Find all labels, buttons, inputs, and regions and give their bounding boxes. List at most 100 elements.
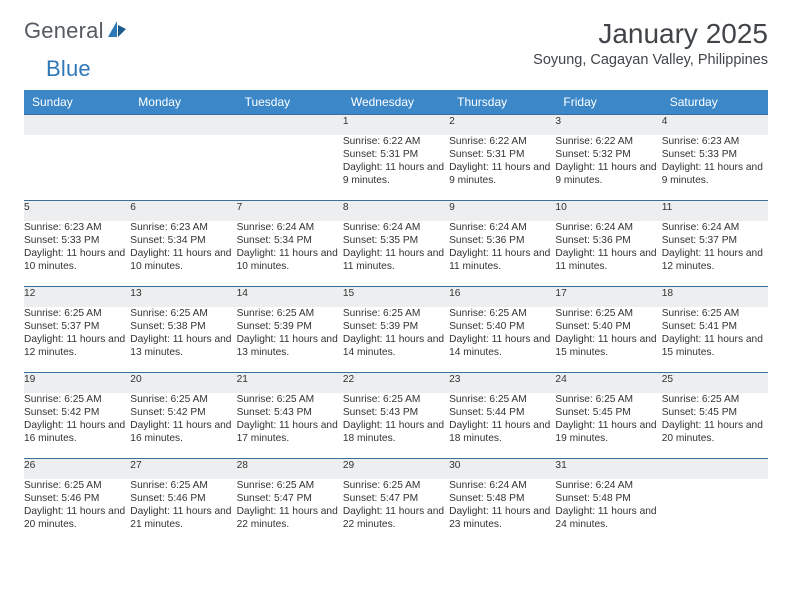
day-number: 17 bbox=[555, 288, 566, 299]
calendar-week-daynum-row: 262728293031 bbox=[24, 459, 768, 479]
day-details-cell: Sunrise: 6:25 AMSunset: 5:42 PMDaylight:… bbox=[24, 393, 130, 459]
daylight-text: Daylight: 11 hours and 18 minutes. bbox=[343, 419, 449, 445]
sunset-text: Sunset: 5:34 PM bbox=[237, 234, 343, 247]
day-number-cell bbox=[237, 115, 343, 135]
day-number-cell: 19 bbox=[24, 373, 130, 393]
sunrise-text: Sunrise: 6:22 AM bbox=[555, 135, 661, 148]
month-title: January 2025 bbox=[533, 18, 768, 50]
daylight-text: Daylight: 11 hours and 17 minutes. bbox=[237, 419, 343, 445]
day-number: 8 bbox=[343, 202, 349, 213]
sunset-text: Sunset: 5:32 PM bbox=[555, 148, 661, 161]
day-number-cell bbox=[24, 115, 130, 135]
day-details-cell: Sunrise: 6:22 AMSunset: 5:32 PMDaylight:… bbox=[555, 135, 661, 201]
sunset-text: Sunset: 5:37 PM bbox=[662, 234, 768, 247]
weekday-header: Friday bbox=[555, 90, 661, 115]
brand-name-1: General bbox=[24, 18, 104, 44]
daylight-text: Daylight: 11 hours and 14 minutes. bbox=[343, 333, 449, 359]
sunrise-text: Sunrise: 6:22 AM bbox=[449, 135, 555, 148]
calendar-week-daynum-row: 567891011 bbox=[24, 201, 768, 221]
weekday-header: Saturday bbox=[662, 90, 768, 115]
weekday-header: Thursday bbox=[449, 90, 555, 115]
day-details-cell: Sunrise: 6:25 AMSunset: 5:47 PMDaylight:… bbox=[343, 479, 449, 545]
weekday-header: Monday bbox=[130, 90, 236, 115]
daylight-text: Daylight: 11 hours and 21 minutes. bbox=[130, 505, 236, 531]
sunset-text: Sunset: 5:34 PM bbox=[130, 234, 236, 247]
sunset-text: Sunset: 5:36 PM bbox=[555, 234, 661, 247]
day-number-cell: 25 bbox=[662, 373, 768, 393]
day-number-cell: 10 bbox=[555, 201, 661, 221]
sunrise-text: Sunrise: 6:25 AM bbox=[555, 307, 661, 320]
daylight-text: Daylight: 11 hours and 22 minutes. bbox=[237, 505, 343, 531]
calendar-weekday-header: SundayMondayTuesdayWednesdayThursdayFrid… bbox=[24, 90, 768, 115]
day-number-cell: 15 bbox=[343, 287, 449, 307]
day-number: 20 bbox=[130, 374, 141, 385]
sunset-text: Sunset: 5:43 PM bbox=[237, 406, 343, 419]
sunset-text: Sunset: 5:48 PM bbox=[555, 492, 661, 505]
sunset-text: Sunset: 5:36 PM bbox=[449, 234, 555, 247]
day-details-cell: Sunrise: 6:24 AMSunset: 5:37 PMDaylight:… bbox=[662, 221, 768, 287]
day-details-cell: Sunrise: 6:24 AMSunset: 5:48 PMDaylight:… bbox=[449, 479, 555, 545]
sunrise-text: Sunrise: 6:25 AM bbox=[662, 307, 768, 320]
calendar-week-details-row: Sunrise: 6:23 AMSunset: 5:33 PMDaylight:… bbox=[24, 221, 768, 287]
day-number-cell: 22 bbox=[343, 373, 449, 393]
day-details-cell: Sunrise: 6:25 AMSunset: 5:45 PMDaylight:… bbox=[555, 393, 661, 459]
day-details-cell: Sunrise: 6:24 AMSunset: 5:35 PMDaylight:… bbox=[343, 221, 449, 287]
day-details-cell: Sunrise: 6:25 AMSunset: 5:41 PMDaylight:… bbox=[662, 307, 768, 373]
daylight-text: Daylight: 11 hours and 10 minutes. bbox=[130, 247, 236, 273]
sunset-text: Sunset: 5:38 PM bbox=[130, 320, 236, 333]
daylight-text: Daylight: 11 hours and 9 minutes. bbox=[449, 161, 555, 187]
sunset-text: Sunset: 5:47 PM bbox=[237, 492, 343, 505]
sunrise-text: Sunrise: 6:24 AM bbox=[555, 221, 661, 234]
day-number-cell: 12 bbox=[24, 287, 130, 307]
daylight-text: Daylight: 11 hours and 11 minutes. bbox=[449, 247, 555, 273]
day-number-cell bbox=[662, 459, 768, 479]
sunset-text: Sunset: 5:41 PM bbox=[662, 320, 768, 333]
daylight-text: Daylight: 11 hours and 23 minutes. bbox=[449, 505, 555, 531]
day-number-cell: 30 bbox=[449, 459, 555, 479]
daylight-text: Daylight: 11 hours and 10 minutes. bbox=[237, 247, 343, 273]
daylight-text: Daylight: 11 hours and 11 minutes. bbox=[555, 247, 661, 273]
day-details-cell: Sunrise: 6:23 AMSunset: 5:33 PMDaylight:… bbox=[24, 221, 130, 287]
daylight-text: Daylight: 11 hours and 16 minutes. bbox=[24, 419, 130, 445]
sunrise-text: Sunrise: 6:25 AM bbox=[130, 479, 236, 492]
day-number-cell: 14 bbox=[237, 287, 343, 307]
day-details-cell: Sunrise: 6:24 AMSunset: 5:48 PMDaylight:… bbox=[555, 479, 661, 545]
daylight-text: Daylight: 11 hours and 11 minutes. bbox=[343, 247, 449, 273]
day-number: 21 bbox=[237, 374, 248, 385]
sunset-text: Sunset: 5:39 PM bbox=[237, 320, 343, 333]
day-number: 13 bbox=[130, 288, 141, 299]
day-number-cell: 4 bbox=[662, 115, 768, 135]
daylight-text: Daylight: 11 hours and 15 minutes. bbox=[662, 333, 768, 359]
calendar-week-daynum-row: 12131415161718 bbox=[24, 287, 768, 307]
day-number: 15 bbox=[343, 288, 354, 299]
day-number-cell: 6 bbox=[130, 201, 236, 221]
calendar-week-daynum-row: 1920 21 2223 24 25 bbox=[24, 373, 768, 393]
day-details-cell: Sunrise: 6:25 AMSunset: 5:46 PMDaylight:… bbox=[130, 479, 236, 545]
day-details-cell: Sunrise: 6:24 AMSunset: 5:36 PMDaylight:… bbox=[555, 221, 661, 287]
calendar-week-details-row: Sunrise: 6:25 AMSunset: 5:46 PMDaylight:… bbox=[24, 479, 768, 545]
daylight-text: Daylight: 11 hours and 14 minutes. bbox=[449, 333, 555, 359]
day-number-cell: 8 bbox=[343, 201, 449, 221]
day-number-cell: 7 bbox=[237, 201, 343, 221]
day-details-cell bbox=[662, 479, 768, 545]
day-number: 12 bbox=[24, 288, 35, 299]
day-number-cell: 27 bbox=[130, 459, 236, 479]
day-details-cell: Sunrise: 6:25 AMSunset: 5:40 PMDaylight:… bbox=[555, 307, 661, 373]
sunrise-text: Sunrise: 6:25 AM bbox=[343, 479, 449, 492]
day-number-cell: 16 bbox=[449, 287, 555, 307]
sunrise-text: Sunrise: 6:25 AM bbox=[237, 479, 343, 492]
day-number-cell: 11 bbox=[662, 201, 768, 221]
day-number: 6 bbox=[130, 202, 136, 213]
day-details-cell: Sunrise: 6:25 AMSunset: 5:47 PMDaylight:… bbox=[237, 479, 343, 545]
day-number: 25 bbox=[662, 374, 673, 385]
sunset-text: Sunset: 5:43 PM bbox=[343, 406, 449, 419]
sunset-text: Sunset: 5:39 PM bbox=[343, 320, 449, 333]
day-number: 23 bbox=[449, 374, 460, 385]
day-number-cell: 3 bbox=[555, 115, 661, 135]
day-number: 24 bbox=[555, 374, 566, 385]
sunset-text: Sunset: 5:45 PM bbox=[555, 406, 661, 419]
day-number: 9 bbox=[449, 202, 455, 213]
weekday-header: Wednesday bbox=[343, 90, 449, 115]
daylight-text: Daylight: 11 hours and 20 minutes. bbox=[24, 505, 130, 531]
day-details-cell: Sunrise: 6:25 AMSunset: 5:39 PMDaylight:… bbox=[237, 307, 343, 373]
